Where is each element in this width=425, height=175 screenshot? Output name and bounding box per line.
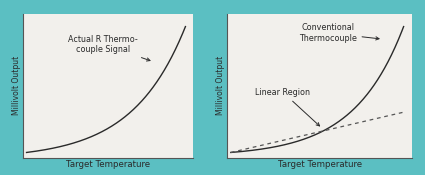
Text: Actual R Thermo-
couple Signal: Actual R Thermo- couple Signal [68,34,150,61]
Y-axis label: Millivolt Output: Millivolt Output [216,56,225,115]
X-axis label: Target Temperature: Target Temperature [278,160,362,169]
Text: Linear Region: Linear Region [255,88,320,126]
X-axis label: Target Temperature: Target Temperature [66,160,150,169]
Y-axis label: Millivolt Output: Millivolt Output [12,56,21,115]
Text: Conventional
Thermocouple: Conventional Thermocouple [299,23,379,43]
